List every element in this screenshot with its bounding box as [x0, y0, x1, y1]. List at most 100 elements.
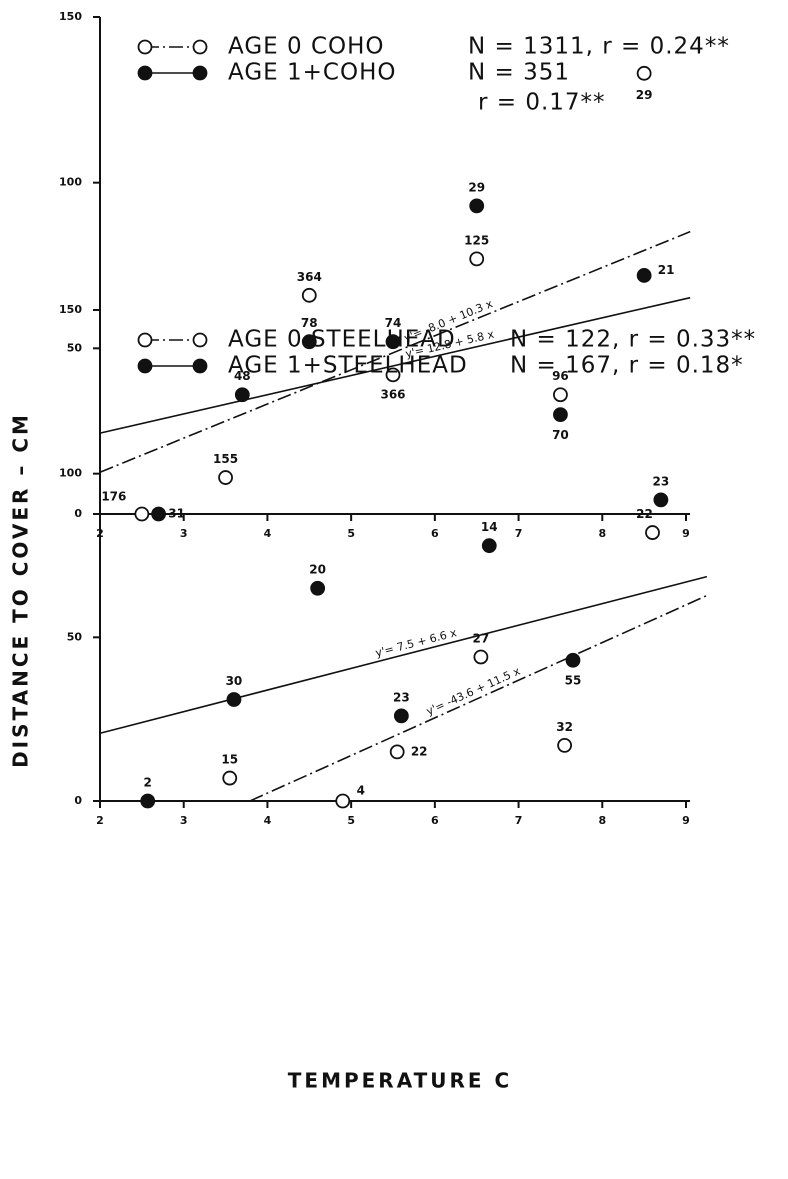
data-point — [481, 538, 497, 554]
x-tick-label: 2 — [96, 814, 104, 827]
y-tick-label: 150 — [59, 303, 82, 316]
legend-stats: N = 1311, r = 0.24** — [468, 34, 730, 60]
x-tick-label: 5 — [347, 527, 355, 540]
count-label: 30 — [226, 674, 243, 688]
count-label: 176 — [101, 490, 126, 504]
legend-marker — [192, 39, 208, 55]
legend-label: AGE 0 STEELHEAD — [228, 327, 456, 353]
x-tick-label: 9 — [682, 527, 690, 540]
count-label: 21 — [658, 263, 675, 277]
data-point — [335, 793, 351, 809]
data-point — [469, 198, 485, 214]
y-tick-label: 100 — [59, 467, 82, 480]
fit-line — [99, 230, 691, 473]
legend-marker — [137, 358, 153, 374]
x-tick-label: 8 — [598, 527, 606, 540]
fit-line — [99, 575, 708, 735]
legend-marker — [137, 332, 153, 348]
y-tick-label: 50 — [67, 630, 83, 643]
data-point — [140, 793, 156, 809]
y-tick-label: 50 — [67, 341, 83, 354]
fit-line — [99, 296, 691, 434]
fit-label: y'= -43.6 + 11.5 x — [424, 664, 522, 718]
x-tick-label: 4 — [264, 814, 272, 827]
x-tick-label: 5 — [347, 814, 355, 827]
data-point — [645, 525, 660, 540]
data-point — [469, 251, 485, 267]
data-point — [393, 708, 409, 724]
data-point — [301, 287, 317, 303]
count-label: 70 — [552, 428, 569, 442]
count-label: 55 — [565, 674, 582, 688]
legend-marker — [137, 39, 153, 55]
legend-stats: N = 167, r = 0.18* — [510, 353, 744, 379]
count-label: 74 — [385, 316, 402, 330]
count-label: 23 — [653, 474, 670, 488]
legend-label: AGE 1+STEELHEAD — [228, 353, 468, 379]
data-point — [222, 770, 238, 786]
data-point — [310, 580, 326, 596]
count-label: 96 — [552, 369, 569, 383]
legend-stats: N = 122, r = 0.33** — [510, 327, 756, 353]
count-label: 15 — [221, 753, 238, 767]
legend-marker — [137, 65, 153, 81]
count-label: 366 — [380, 387, 405, 401]
data-point — [218, 470, 233, 485]
count-label: 29 — [468, 180, 485, 194]
data-point — [636, 268, 652, 283]
data-point — [134, 506, 150, 522]
data-point — [565, 652, 581, 668]
count-label: 29 — [636, 88, 653, 102]
legend-stats: r = 0.17** — [478, 90, 606, 116]
x-tick-label: 8 — [598, 814, 606, 827]
x-tick-label: 6 — [431, 814, 439, 827]
data-point — [553, 407, 568, 423]
data-point — [557, 737, 573, 753]
count-label: 22 — [636, 507, 653, 521]
data-point — [301, 334, 317, 350]
x-tick-label: 3 — [180, 814, 188, 827]
data-point — [473, 649, 489, 665]
legend-stats: N = 351 — [468, 60, 570, 86]
count-label: 20 — [309, 563, 326, 577]
count-label: 125 — [464, 233, 489, 247]
fit-label: y'= 7.5 + 6.6 x — [374, 626, 459, 660]
count-label: 2 — [144, 776, 152, 790]
x-tick-label: 9 — [682, 814, 690, 827]
count-label: 48 — [234, 369, 251, 383]
count-label: 23 — [393, 690, 410, 704]
x-tick-label: 4 — [264, 527, 272, 540]
data-point — [385, 367, 401, 383]
x-tick-label: 7 — [515, 814, 523, 827]
count-label: 78 — [301, 316, 318, 330]
legend-marker — [192, 65, 208, 81]
legend-marker — [192, 358, 208, 374]
count-label: 22 — [411, 744, 428, 758]
y-tick-label: 0 — [74, 794, 82, 807]
data-point — [553, 387, 568, 403]
count-label: 14 — [481, 520, 498, 534]
data-point — [385, 334, 401, 350]
data-point — [234, 387, 250, 403]
count-label: 32 — [556, 720, 573, 734]
count-label: 27 — [473, 631, 490, 645]
y-tick-label: 150 — [59, 10, 82, 23]
y-tick-label: 0 — [74, 507, 82, 520]
y-tick-label: 100 — [59, 176, 82, 189]
fit-line — [249, 594, 708, 802]
data-point — [151, 506, 167, 522]
legend-marker — [192, 332, 208, 348]
x-tick-label: 6 — [431, 527, 439, 540]
legend-label: AGE 0 COHO — [228, 34, 385, 60]
x-tick-label: 3 — [180, 527, 188, 540]
y-axis-label: DISTANCE TO COVER – CM — [9, 412, 33, 768]
x-tick-label: 7 — [515, 527, 523, 540]
x-axis-label: TEMPERATURE C — [288, 1069, 512, 1093]
data-point — [226, 692, 242, 707]
count-label: 4 — [357, 784, 365, 798]
count-label: 364 — [297, 270, 322, 284]
count-label: 31 — [168, 507, 185, 521]
legend-label: AGE 1+COHO — [228, 60, 396, 86]
count-label: 155 — [213, 452, 238, 466]
